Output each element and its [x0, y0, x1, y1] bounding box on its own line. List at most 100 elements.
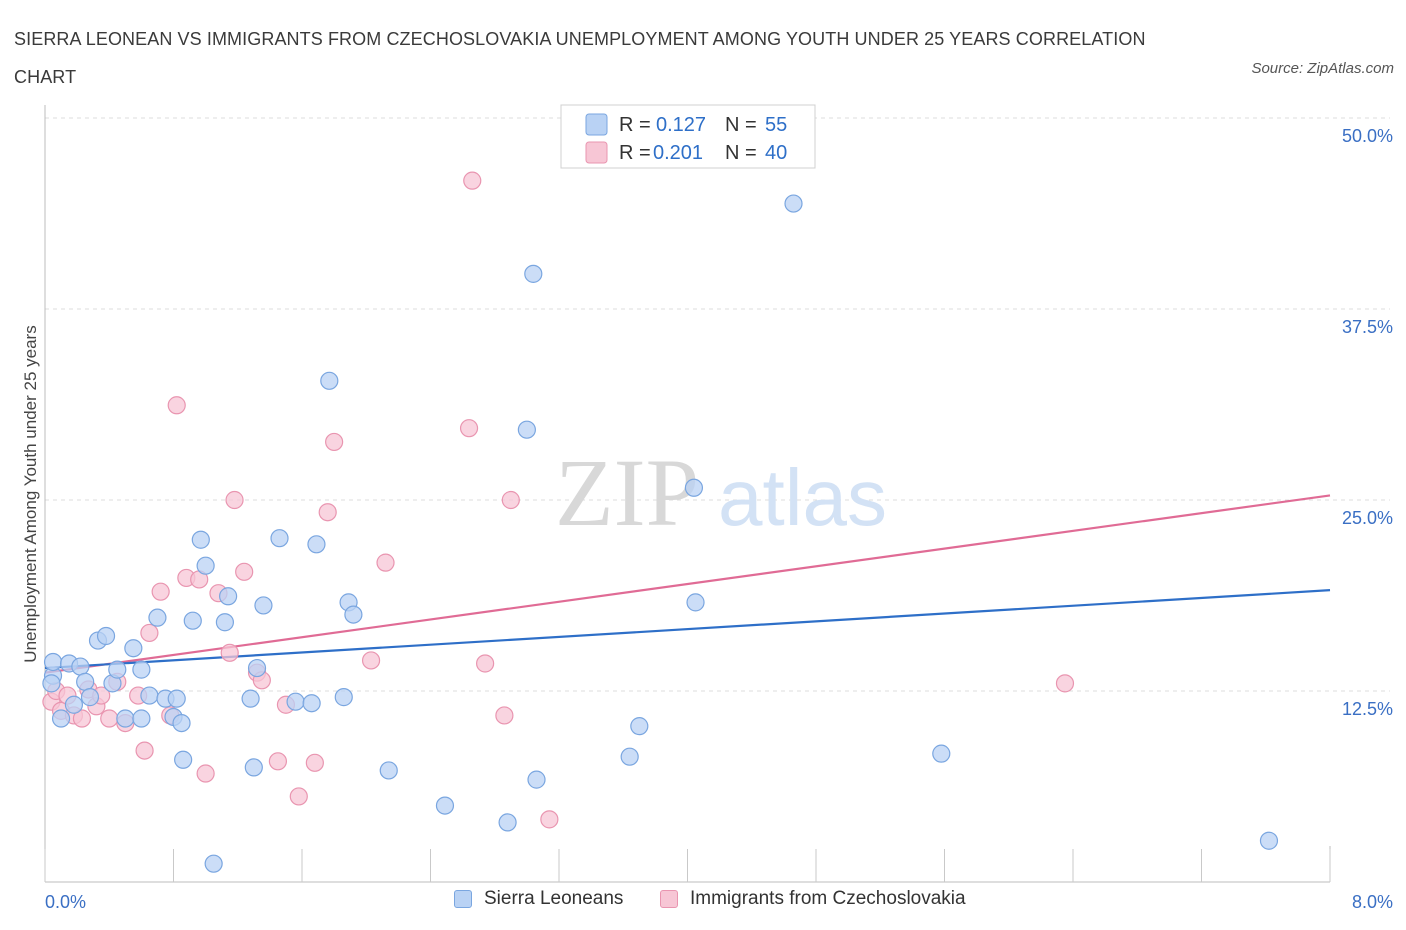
trend-lines [44, 494, 1331, 674]
point-blue-6 [76, 672, 95, 691]
point-blue-50 [686, 593, 705, 612]
point-pink-24 [235, 562, 254, 581]
point-blue-36 [307, 535, 326, 554]
point-blue-48 [630, 717, 649, 736]
point-blue-11 [108, 660, 127, 679]
point-blue-32 [254, 596, 273, 615]
point-blue-52 [932, 744, 951, 763]
point-blue-27 [215, 613, 234, 632]
point-blue-2 [51, 709, 71, 728]
point-blue-37 [320, 371, 339, 390]
point-blue-22 [174, 750, 193, 769]
legend-swatch-sierra-leoneans [454, 890, 472, 908]
point-pink-36 [476, 654, 495, 673]
series-legend: Sierra Leoneans Immigrants from Czechosl… [0, 888, 1406, 918]
point-blue-20 [167, 689, 186, 708]
legend-label-czechoslovakia: Immigrants from Czechoslovakia [690, 888, 966, 909]
point-blue-12 [116, 709, 135, 728]
point-blue-9 [96, 626, 116, 646]
x-tick-label-0: 0.0% [45, 892, 86, 912]
point-pink-38 [501, 490, 520, 510]
y-axis-label: Unemployment Among Youth under 25 years [21, 325, 40, 662]
axes [44, 105, 1331, 883]
point-blue-25 [196, 556, 215, 575]
point-pink-17 [167, 396, 186, 415]
point-pink-27 [268, 752, 288, 771]
point-pink-15 [151, 582, 170, 601]
y-tick-label-3: 50.0% [1342, 126, 1393, 146]
point-pink-30 [305, 753, 324, 772]
point-blue-49 [684, 478, 704, 497]
data-points [42, 171, 1279, 873]
legend-n-value-blue: 55 [765, 114, 787, 136]
point-blue-44 [517, 420, 536, 439]
legend-item-czechoslovakia[interactable]: Immigrants from Czechoslovakia [660, 888, 966, 910]
point-blue-31 [247, 658, 267, 678]
x-tick-label-1: 8.0% [1352, 892, 1393, 912]
point-blue-29 [241, 689, 260, 708]
point-blue-13 [124, 639, 143, 658]
point-blue-47 [620, 747, 639, 766]
point-blue-41 [379, 761, 398, 780]
stats-legend: R = 0.127 N = 55 R = 0.201 N = 40 [560, 104, 816, 169]
point-pink-31 [318, 503, 337, 522]
point-blue-42 [435, 796, 455, 815]
point-blue-26 [204, 854, 223, 873]
trend-line-pink [44, 494, 1331, 674]
point-blue-38 [334, 688, 353, 707]
point-blue-46 [527, 770, 546, 789]
point-blue-34 [286, 692, 305, 711]
point-pink-22 [220, 643, 239, 662]
legend-swatch-czechoslovakia [660, 890, 678, 908]
point-blue-43 [498, 813, 517, 832]
point-pink-5 [72, 709, 92, 728]
tick-labels: 12.5% 25.0% 37.5% 50.0% 0.0% 8.0% [45, 126, 1393, 912]
point-pink-32 [325, 432, 344, 452]
point-pink-14 [140, 623, 159, 643]
point-blue-1 [43, 652, 63, 672]
legend-r-label-blue: R = [619, 114, 651, 136]
point-blue-15 [132, 709, 151, 728]
legend-item-sierra-leoneans[interactable]: Sierra Leoneans [454, 888, 623, 910]
point-pink-9 [100, 709, 119, 728]
watermark-zip: ZIP [555, 439, 699, 546]
grid-lines [45, 117, 1390, 692]
chart-title: SIERRA LEONEAN VS IMMIGRANTS FROM CZECHO… [14, 29, 1146, 87]
point-pink-13 [135, 741, 154, 760]
legend-r-value-blue: 0.127 [656, 114, 706, 136]
legend-swatch-blue [585, 113, 608, 136]
point-pink-33 [361, 651, 381, 670]
point-blue-21 [172, 713, 191, 733]
point-blue-53 [1259, 831, 1279, 850]
point-blue-23 [183, 611, 202, 630]
legend-r-label-pink: R = [619, 142, 651, 164]
point-pink-40 [1055, 674, 1075, 693]
point-blue-16 [140, 686, 159, 705]
point-blue-40 [344, 605, 363, 624]
legend-r-value-pink: 0.201 [653, 142, 703, 164]
point-blue-30 [244, 758, 263, 777]
point-blue-35 [302, 694, 321, 713]
point-blue-14 [132, 660, 151, 679]
point-blue-28 [219, 587, 238, 606]
point-pink-39 [540, 810, 559, 829]
legend-n-label-pink: N = [725, 142, 757, 164]
watermark-atlas: atlas [718, 453, 887, 542]
point-blue-4 [64, 695, 84, 714]
point-blue-54 [42, 674, 61, 693]
point-blue-17 [148, 608, 167, 627]
legend-swatch-pink [585, 141, 608, 164]
point-blue-45 [524, 264, 543, 283]
y-tick-label-1: 25.0% [1342, 508, 1393, 528]
point-pink-37 [495, 706, 514, 725]
legend-label-sierra-leoneans: Sierra Leoneans [484, 888, 624, 909]
point-blue-24 [191, 530, 210, 549]
y-tick-label-2: 37.5% [1342, 317, 1393, 337]
source-label: Source: ZipAtlas.com [1251, 60, 1394, 77]
y-tick-label-0: 12.5% [1342, 699, 1393, 719]
trend-line-blue [44, 589, 1331, 670]
point-pink-23 [225, 490, 244, 510]
point-pink-29 [289, 787, 308, 806]
watermark: ZIP atlas [555, 439, 887, 546]
point-pink-20 [196, 764, 215, 783]
